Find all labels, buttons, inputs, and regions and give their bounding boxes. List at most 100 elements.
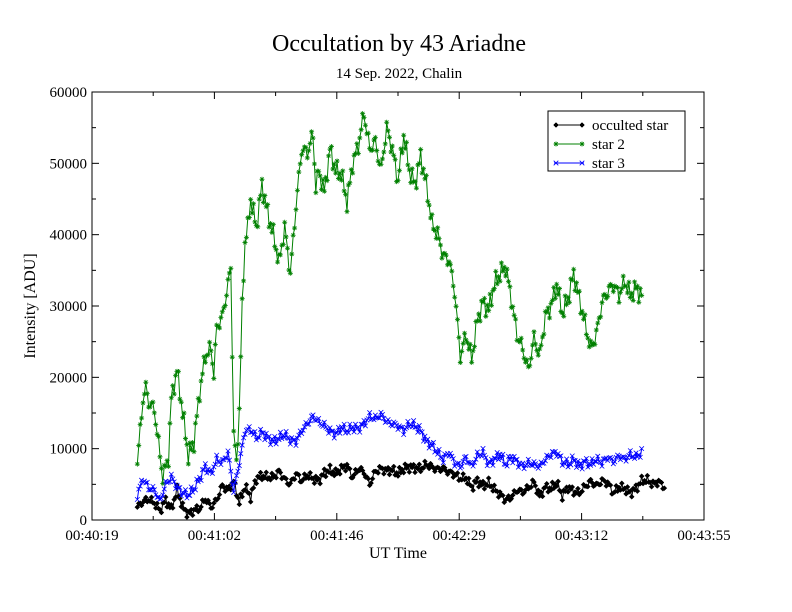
data-point bbox=[217, 325, 222, 331]
data-point bbox=[426, 202, 432, 208]
data-point bbox=[599, 300, 605, 306]
data-point bbox=[440, 460, 446, 466]
data-point bbox=[209, 470, 215, 476]
data-point bbox=[365, 475, 372, 482]
data-point bbox=[487, 291, 493, 297]
y-tick-label: 60000 bbox=[50, 85, 88, 101]
data-point bbox=[198, 477, 204, 483]
data-point bbox=[219, 457, 225, 463]
data-point bbox=[362, 423, 368, 429]
data-point bbox=[346, 465, 353, 472]
data-point bbox=[661, 485, 668, 492]
data-point bbox=[565, 294, 571, 300]
data-point bbox=[398, 146, 404, 152]
data-point bbox=[389, 467, 396, 474]
data-point bbox=[317, 173, 323, 179]
data-point bbox=[531, 329, 537, 335]
data-point bbox=[330, 166, 336, 172]
data-point bbox=[239, 493, 246, 500]
data-point bbox=[406, 167, 412, 173]
data-point bbox=[428, 215, 434, 221]
data-point bbox=[457, 360, 463, 366]
data-point bbox=[430, 439, 436, 446]
data-point bbox=[163, 463, 169, 469]
data-point bbox=[222, 303, 228, 309]
data-point bbox=[486, 308, 492, 314]
data-point bbox=[175, 485, 181, 491]
data-point bbox=[375, 415, 381, 421]
data-point bbox=[485, 475, 492, 481]
data-point bbox=[148, 494, 155, 501]
data-point bbox=[326, 153, 332, 159]
data-point bbox=[185, 461, 191, 467]
data-point bbox=[579, 308, 585, 314]
data-point bbox=[249, 210, 255, 216]
data-point bbox=[573, 489, 580, 496]
data-point bbox=[202, 359, 208, 365]
data-point bbox=[469, 359, 475, 365]
data-point bbox=[194, 413, 200, 419]
data-point bbox=[483, 455, 489, 461]
data-point bbox=[299, 430, 305, 437]
data-point bbox=[426, 445, 432, 451]
data-point bbox=[272, 433, 278, 440]
data-point bbox=[321, 419, 327, 425]
data-point bbox=[347, 180, 353, 186]
data-point bbox=[234, 457, 239, 463]
data-point bbox=[421, 166, 426, 172]
y-tick-label: 30000 bbox=[50, 299, 88, 315]
data-point bbox=[506, 279, 511, 285]
data-point bbox=[616, 299, 622, 305]
data-point bbox=[164, 458, 170, 464]
data-point bbox=[488, 456, 495, 462]
data-point bbox=[483, 313, 489, 319]
data-point bbox=[406, 469, 413, 475]
data-point bbox=[345, 182, 351, 188]
data-point bbox=[470, 463, 476, 469]
data-point bbox=[579, 466, 585, 472]
data-point bbox=[396, 167, 402, 173]
data-point bbox=[337, 170, 343, 176]
data-point bbox=[395, 473, 401, 479]
data-point bbox=[277, 469, 284, 476]
data-point bbox=[294, 187, 300, 193]
data-point bbox=[207, 469, 213, 475]
data-point bbox=[285, 245, 290, 251]
data-point bbox=[342, 467, 349, 474]
data-point bbox=[284, 435, 291, 441]
data-point bbox=[158, 465, 164, 471]
data-point bbox=[447, 261, 453, 267]
data-point bbox=[365, 130, 371, 136]
data-point bbox=[411, 418, 417, 424]
data-point bbox=[528, 462, 534, 468]
data-point bbox=[554, 281, 560, 287]
data-point bbox=[291, 476, 298, 483]
legend-marker bbox=[553, 141, 559, 147]
data-point bbox=[386, 419, 393, 425]
data-point bbox=[296, 432, 302, 438]
data-point bbox=[310, 412, 316, 418]
data-point bbox=[481, 295, 487, 301]
data-point bbox=[144, 479, 150, 485]
data-point bbox=[612, 459, 618, 465]
data-point bbox=[177, 396, 183, 402]
data-point bbox=[327, 146, 333, 152]
data-point bbox=[572, 288, 578, 294]
data-point bbox=[311, 480, 318, 487]
data-point bbox=[625, 290, 630, 296]
data-point bbox=[295, 471, 302, 478]
data-point bbox=[326, 430, 332, 436]
data-point bbox=[466, 346, 472, 352]
data-point bbox=[354, 141, 360, 147]
data-point bbox=[252, 219, 258, 225]
data-point bbox=[409, 166, 415, 172]
data-point bbox=[273, 441, 279, 447]
data-point bbox=[171, 391, 177, 397]
y-tick-label: 50000 bbox=[50, 156, 88, 172]
data-point bbox=[527, 363, 533, 369]
data-point bbox=[588, 338, 594, 344]
data-point bbox=[290, 437, 296, 443]
data-point bbox=[294, 435, 300, 441]
data-point bbox=[609, 283, 615, 289]
